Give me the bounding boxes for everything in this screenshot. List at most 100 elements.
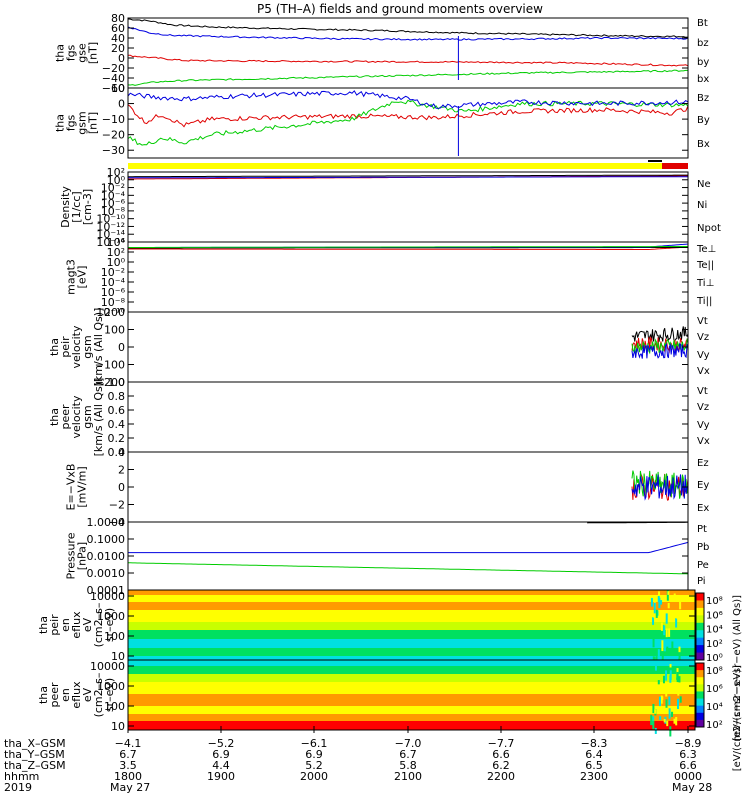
flag-red <box>662 163 688 169</box>
colorbar-tick-label: 10² <box>706 720 723 731</box>
series-line-by <box>127 69 688 86</box>
y-axis-label: sr–eV) <box>103 608 116 642</box>
legend-label-Pt: Pt <box>697 524 707 535</box>
spectrogram-noise <box>676 671 679 683</box>
x-row-label: tha_Y–GSM <box>4 748 65 761</box>
figure-title: P5 (TH–A) fields and ground moments over… <box>257 2 543 16</box>
y-axis-label: eV <box>81 687 94 702</box>
y-tick-label: 100 <box>104 700 125 713</box>
spectrogram-noise <box>658 597 661 609</box>
colorbar-tick-label: 10⁸ <box>706 666 723 677</box>
y-tick-label: 10⁻² <box>101 266 125 279</box>
y-tick-label: 10 <box>111 82 125 95</box>
y-tick-label: 0.4 <box>108 418 126 431</box>
y-tick-label: 10⁻⁴ <box>101 276 126 289</box>
spectrogram-noise <box>678 646 681 653</box>
spectrogram-noise <box>659 716 662 721</box>
y-axis-label: peir <box>48 614 61 636</box>
x-row-value: −7.0 <box>395 737 422 750</box>
x-row-value: 6.4 <box>585 748 603 761</box>
y-tick-label: 0 <box>118 52 125 65</box>
colorbar-segment <box>696 691 704 700</box>
spectrogram-noise <box>667 602 670 609</box>
colorbar-tick-label: 10⁴ <box>706 625 723 636</box>
spectrogram-noise <box>678 652 681 662</box>
y-tick-label: −40 <box>102 72 125 85</box>
panel-frame <box>127 521 689 591</box>
y-tick-label: 10⁻² <box>101 182 125 195</box>
y-axis-label: (cm2–s– <box>92 603 105 648</box>
y-tick-label: 10⁻¹⁰ <box>96 213 125 226</box>
legend-label-Te⊥: Te⊥ <box>696 244 716 255</box>
y-tick-label: 0 <box>118 98 125 111</box>
y-axis-label: gsm <box>81 405 94 428</box>
spectrogram-noise <box>675 618 678 628</box>
spectrogram-noise <box>665 628 668 638</box>
x-row-value: 6.5 <box>585 759 603 772</box>
y-tick-label: 10⁻¹⁴ <box>96 228 125 241</box>
y-tick-label: 1000 <box>97 680 125 693</box>
spectrogram-noise <box>657 649 660 656</box>
spectrogram-noise <box>660 622 663 631</box>
spectrogram-noise <box>679 696 682 703</box>
legend-label-Pb: Pb <box>697 542 709 553</box>
spectrogram-noise <box>669 670 672 681</box>
colorbar-segment <box>696 607 704 616</box>
y-tick-label: 10⁻⁶ <box>101 197 126 210</box>
panel-temperature: Te⊥Te||Ti⊥Ti||10⁴10²10⁰10⁻²10⁻⁴10⁻⁶10⁻⁸1… <box>65 236 717 319</box>
y-axis-label: gsm <box>81 335 94 358</box>
y-tick-label: 4 <box>118 446 125 459</box>
y-tick-label: −4 <box>109 516 125 529</box>
y-axis-label: fgs <box>65 114 78 131</box>
x-row-value: 6.6 <box>679 759 697 772</box>
legend-label-Pe: Pe <box>697 560 709 571</box>
y-tick-label: 10⁴ <box>107 236 126 249</box>
legend-label-By: By <box>697 115 710 126</box>
colorbar-label: [eV/(cm2−s−sr−eV)] <box>732 665 743 771</box>
y-tick-label: 10 <box>111 650 125 663</box>
series-line-Npot <box>128 176 688 179</box>
colorbar-tick-label: 10⁶ <box>706 684 723 695</box>
colorbar-segment <box>696 719 704 728</box>
panel-efield: Ez Ey Ex 4 2 0 −2 −4 E=−VxB[mV/m] <box>65 446 710 529</box>
panel-frame <box>127 311 689 383</box>
spectrogram-band <box>128 714 695 721</box>
panel-frame <box>127 241 689 313</box>
series-line-Bt <box>127 18 689 38</box>
y-tick-label: −200 <box>95 376 125 389</box>
colorbar-segment <box>696 645 704 654</box>
y-tick-label: 1.0000 <box>87 516 126 529</box>
colorbar-tick-label: 10⁶ <box>706 610 723 621</box>
flag-yellow <box>128 163 688 169</box>
y-axis-label: tha <box>48 408 61 426</box>
spectrogram-band <box>128 602 695 610</box>
y-axis-label: [km/s (All Qs)] <box>92 308 105 387</box>
legend-label-Ni: Ni <box>697 200 707 211</box>
series-line-Bx <box>127 90 689 109</box>
y-tick-label: 80 <box>111 12 125 25</box>
spectrogram-noise <box>666 646 669 654</box>
spectrogram-band <box>128 694 695 706</box>
colorbar-frame <box>695 662 705 728</box>
x-row-value: 6.3 <box>679 748 697 761</box>
y-axis-label: magt3 <box>65 259 78 295</box>
y-tick-label: 100 <box>104 630 125 643</box>
y-tick-label: 0.8 <box>108 390 126 403</box>
x-row-label: hhmm <box>4 770 39 783</box>
legend-label-Bz: Bz <box>697 93 709 104</box>
panel-frame <box>127 171 689 243</box>
y-tick-label: 2 <box>118 464 125 477</box>
y-tick-label: −20 <box>102 129 125 142</box>
series-line-Pi <box>128 541 689 554</box>
series-line-Vx <box>631 342 689 359</box>
x-row-value: −8.3 <box>581 737 608 750</box>
spectrogram-band <box>128 590 695 595</box>
legend-label-Bx: Bx <box>697 139 710 150</box>
x-axis-annotation: tha_X–GSM −4.1 −5.2 −6.1 −7.0 −7.7 −8.3 −8.9 tha… <box>4 726 712 794</box>
legend-label-Ez: Ez <box>697 458 709 469</box>
x-row-value: −8.9 <box>675 737 702 750</box>
spectrogram-noise <box>658 591 661 596</box>
y-axis-label: [eV] <box>76 266 89 289</box>
legend-label-Vy: Vy <box>697 350 710 361</box>
